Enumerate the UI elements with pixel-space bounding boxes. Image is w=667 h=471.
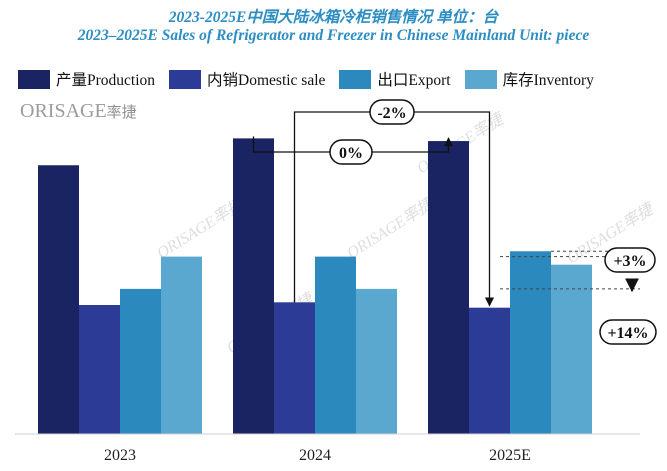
- annotation-inventory-box: [599, 319, 657, 345]
- brand-logo-text: ORISAGE: [20, 100, 107, 122]
- bar-domestic-2024: [274, 302, 315, 434]
- bar-export-2024: [315, 256, 356, 434]
- legend: 产量Production 内销Domestic sale 出口Export 库存…: [18, 68, 608, 90]
- annotation-production-label: 0%: [339, 145, 363, 162]
- brand-logo: ORISAGE率捷: [20, 100, 137, 123]
- bar-production-2024: [233, 138, 274, 434]
- bar-domestic-2023: [79, 305, 120, 434]
- annotation-export-label: +3%: [613, 253, 646, 270]
- legend-item-domestic: 内销Domestic sale: [169, 68, 325, 90]
- x-tick-label: 2024: [299, 447, 331, 464]
- bar-inventory-2025E: [551, 264, 592, 434]
- bar-production-2023: [38, 165, 79, 434]
- legend-item-production: 产量Production: [18, 68, 155, 90]
- bar-domestic-2025E: [469, 307, 510, 434]
- bar-production-2025E: [428, 141, 469, 434]
- bar-inventory-2023: [161, 256, 202, 434]
- brand-logo-cn: 率捷: [106, 103, 137, 121]
- legend-swatch-production: [18, 69, 50, 89]
- bar-export-2023: [120, 288, 161, 434]
- annotation-domestic-box: [369, 99, 415, 125]
- legend-item-export: 出口Export: [339, 68, 451, 90]
- legend-label-export: 出口Export: [377, 72, 451, 89]
- bar-inventory-2024: [356, 288, 397, 434]
- legend-label-domestic: 内销Domestic sale: [207, 72, 326, 89]
- legend-label-production: 产量Production: [56, 72, 156, 89]
- chart-title-cn: 2023-2025E中国大陆冰箱冷柜销售情况 单位：台: [168, 9, 499, 26]
- legend-swatch-export: [339, 69, 372, 89]
- chart-title-en: 2023–2025E Sales of Refrigerator and Fre…: [77, 27, 590, 44]
- annotation-inventory-label: +14%: [607, 325, 648, 342]
- x-tick-label: 2023: [104, 447, 136, 464]
- legend-swatch-domestic: [169, 69, 202, 89]
- legend-swatch-inventory: [464, 69, 497, 89]
- x-tick-label: 2025E: [489, 447, 531, 464]
- annotation-production-box: [329, 139, 373, 165]
- legend-item-inventory: 库存Inventory: [464, 68, 594, 90]
- annotation-export-box: [604, 247, 656, 273]
- bar-export-2025E: [510, 251, 551, 434]
- annotation-domestic-label: -2%: [377, 105, 406, 122]
- legend-label-inventory: 库存Inventory: [502, 72, 594, 89]
